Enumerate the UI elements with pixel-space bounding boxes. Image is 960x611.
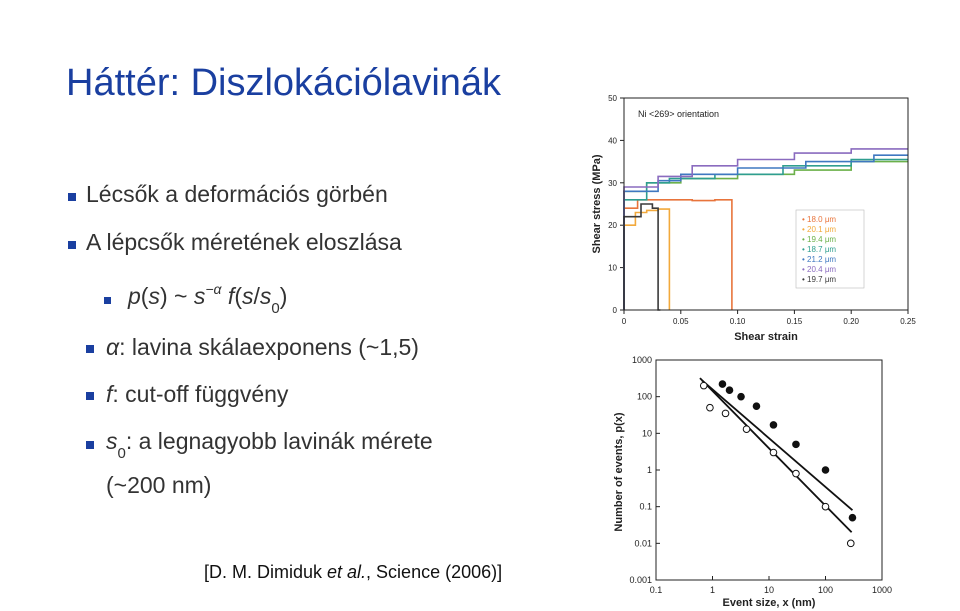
chart2-point-filled xyxy=(792,440,800,449)
chart2-point-filled xyxy=(737,392,745,401)
chart2-xtick-label: 1000 xyxy=(872,585,892,595)
chart2-point-open xyxy=(792,469,800,478)
s0-line-continued: (~200 nm) xyxy=(106,472,212,498)
chart1-ytick-label: 30 xyxy=(608,179,617,188)
bullet-marker xyxy=(86,441,94,449)
sub-bullet-marker xyxy=(104,297,111,304)
chart1-legend-entry: • 19.7 μm xyxy=(802,275,836,284)
chart2-point-open xyxy=(769,448,778,457)
chart1-series-line xyxy=(623,158,908,310)
chart2-ytick-label: 1 xyxy=(647,465,652,475)
chart2-ytick-label: 10 xyxy=(642,428,652,438)
chart2-ytick-label: 0.1 xyxy=(639,502,652,512)
alpha-line: α: lavina skálaexponens (~1,5) xyxy=(106,334,419,360)
chart2-point-open xyxy=(821,502,830,511)
chart2-fit-line xyxy=(701,379,854,511)
chart1-ytick-label: 40 xyxy=(608,136,617,145)
chart1-background xyxy=(586,86,928,348)
chart1-xtick-label: 0.25 xyxy=(900,317,916,326)
chart2-point-open xyxy=(699,381,708,390)
chart1-legend-entry: • 19.4 μm xyxy=(802,235,836,244)
chart2-xtick-label: 100 xyxy=(818,585,833,595)
chart1-series-line xyxy=(623,154,908,310)
bullet-marker xyxy=(86,392,94,400)
chart2-xtick-label: 10 xyxy=(764,585,774,595)
chart2-point-open xyxy=(706,403,714,412)
bullet-text: Lécsők a deformációs görbén xyxy=(86,181,388,207)
chart1-legend-box xyxy=(795,209,865,289)
chart2-xtick-label: 1 xyxy=(710,585,715,595)
stress-strain-chart: 0 0.05 0.10 0.15 0.20 0.25 0 10 20 30 40 50 • 18.0 … xyxy=(586,86,928,348)
chart2-xlabel: Event size, x (nm) xyxy=(723,597,816,609)
chart1-xtick-label: 0.05 xyxy=(673,317,689,326)
s0-line: s0: a legnagyobb lavinák mérete xyxy=(106,428,433,462)
chart1-ytick-label: 10 xyxy=(608,264,617,273)
chart1-legend-entry: • 18.0 μm xyxy=(802,215,836,224)
bullet-marker xyxy=(86,345,94,353)
chart2-ytick-label: 0.01 xyxy=(634,538,652,548)
chart2-point-open xyxy=(721,409,730,418)
chart2-background xyxy=(606,350,896,611)
f-line: f: cut-off függvény xyxy=(106,381,289,407)
chart1-ytick-label: 50 xyxy=(608,94,617,103)
chart2-ytick-label: 0.001 xyxy=(629,575,652,585)
chart1-legend-entry: • 21.2 μm xyxy=(802,255,836,264)
chart2-point-filled xyxy=(718,380,727,388)
chart1-xtick-label: 0.10 xyxy=(730,317,746,326)
chart1-ytick-label: 20 xyxy=(608,221,617,230)
chart1-title: Ni <269> orientation xyxy=(638,109,719,119)
chart2-point-filled xyxy=(769,421,778,429)
chart2-point-filled xyxy=(848,513,857,522)
chart2-point-filled xyxy=(725,386,734,395)
chart1-xtick-label: 0.15 xyxy=(787,317,803,326)
chart2-point-open xyxy=(742,425,751,433)
chart2-point-filled xyxy=(752,402,761,410)
chart1-xtick-label: 0.20 xyxy=(843,317,859,326)
chart1-xlabel: Shear strain xyxy=(734,331,798,343)
chart1-series-line xyxy=(623,199,733,310)
chart1-ytick-label: 0 xyxy=(613,306,618,315)
chart1-series-line xyxy=(623,208,671,310)
bullet-marker xyxy=(68,193,76,201)
chart2-xtick-label: 0.1 xyxy=(650,585,663,595)
chart1-series-line xyxy=(623,203,661,311)
chart2-point-filled xyxy=(821,466,830,474)
chart1-legend-entry: • 20.4 μm xyxy=(802,265,836,274)
chart2-point-open xyxy=(846,539,855,548)
slide-title: Háttér: Diszlokációlavinák xyxy=(66,62,502,104)
bullet-marker xyxy=(68,241,76,249)
chart1-series-line xyxy=(623,148,908,310)
chart1-frame xyxy=(623,97,909,311)
bullet-text: A lépcsők méretének eloszlása xyxy=(86,229,402,255)
chart1-xtick-label: 0 xyxy=(622,317,627,326)
formula-line: p(s) ~ s−α f(s/s0) xyxy=(128,281,288,317)
event-size-chart: 0.1 1 10 100 1000 0.001 0.01 0.1 1 10 100 1000 Even… xyxy=(606,350,896,611)
chart1-legend-entry: • 18.7 μm xyxy=(802,245,836,254)
chart2-ytick-label: 100 xyxy=(637,392,652,402)
citation: [D. M. Dimiduk et al., Science (2006)] xyxy=(204,562,503,582)
chart1-ylabel: Shear stress (MPa) xyxy=(591,154,603,253)
chart2-frame xyxy=(655,359,883,581)
chart2-ylabel: Number of events, p(x) xyxy=(613,412,625,532)
chart2-ytick-label: 1000 xyxy=(632,355,652,365)
chart1-legend-entry: • 20.1 μm xyxy=(802,225,836,234)
